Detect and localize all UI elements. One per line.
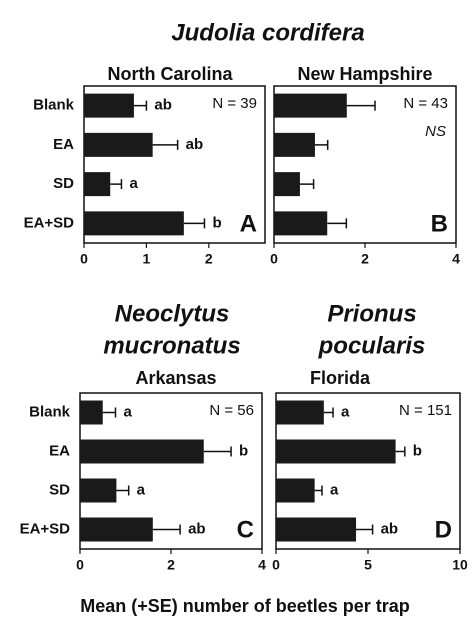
- significance-letter: a: [330, 481, 339, 498]
- x-tick-label: 4: [452, 251, 460, 267]
- bar: [84, 132, 153, 157]
- category-label: EA+SD: [24, 214, 75, 231]
- group-title: Judolia cordifera: [171, 19, 364, 46]
- panel-subtitle: Florida: [310, 368, 371, 388]
- category-label: SD: [49, 481, 70, 498]
- panel-letter: B: [431, 210, 448, 237]
- bar: [276, 478, 315, 503]
- x-tick-label: 4: [258, 557, 266, 573]
- bar: [80, 400, 103, 425]
- significance-letter: ab: [188, 520, 206, 537]
- x-tick-label: 1: [143, 251, 151, 267]
- significance-letter: a: [341, 403, 350, 420]
- category-label: Blank: [29, 403, 71, 420]
- x-tick-label: 0: [80, 251, 88, 267]
- category-label: EA: [53, 136, 74, 153]
- bar: [84, 211, 184, 236]
- bar: [276, 439, 396, 464]
- panel-subtitle: Arkansas: [135, 368, 216, 388]
- bar: [80, 478, 117, 503]
- sample-size: N = 56: [209, 402, 254, 419]
- bar: [274, 132, 315, 157]
- panel-title: mucronatus: [103, 332, 240, 359]
- sample-size: N = 39: [212, 95, 257, 112]
- sample-size: N = 43: [403, 95, 448, 112]
- x-tick-label: 2: [167, 557, 175, 573]
- significance-letter: a: [123, 403, 132, 420]
- x-tick-label: 2: [205, 251, 213, 267]
- bar: [274, 172, 300, 197]
- x-tick-label: 0: [272, 557, 280, 573]
- bar: [84, 93, 134, 118]
- plot-frame: [83, 85, 266, 244]
- bar: [80, 439, 204, 464]
- x-tick-label: 5: [364, 557, 372, 573]
- panel-letter: D: [435, 516, 452, 543]
- x-tick-label: 10: [452, 557, 468, 573]
- x-tick-label: 0: [270, 251, 278, 267]
- bar: [274, 211, 328, 236]
- panel-title: Prionus: [327, 300, 416, 327]
- significance-letter: b: [413, 442, 422, 459]
- panel-letter: A: [240, 210, 257, 237]
- bar: [276, 517, 357, 542]
- category-label: EA+SD: [20, 520, 71, 537]
- significance-letter: b: [239, 442, 248, 459]
- panel-title: Neoclytus: [115, 300, 230, 327]
- significance-letter: ab: [186, 136, 204, 153]
- note: NS: [425, 123, 446, 140]
- bar: [276, 400, 324, 425]
- significance-letter: a: [129, 175, 138, 192]
- significance-letter: ab: [381, 520, 399, 537]
- panel-title: pocularis: [318, 332, 426, 359]
- bar: [84, 172, 111, 197]
- x-axis-label: Mean (+SE) number of beetles per trap: [80, 596, 410, 616]
- sample-size: N = 151: [399, 402, 452, 419]
- x-tick-label: 2: [361, 251, 369, 267]
- category-label: EA: [49, 442, 70, 459]
- bar: [274, 93, 347, 118]
- category-label: SD: [53, 175, 74, 192]
- panel-subtitle: New Hampshire: [297, 64, 432, 84]
- panel-letter: C: [237, 516, 254, 543]
- significance-letter: a: [137, 481, 146, 498]
- significance-letter: ab: [154, 97, 172, 114]
- x-tick-label: 0: [76, 557, 84, 573]
- category-label: Blank: [33, 97, 75, 114]
- panel-subtitle: North Carolina: [107, 64, 233, 84]
- bar: [80, 517, 153, 542]
- significance-letter: b: [212, 214, 221, 231]
